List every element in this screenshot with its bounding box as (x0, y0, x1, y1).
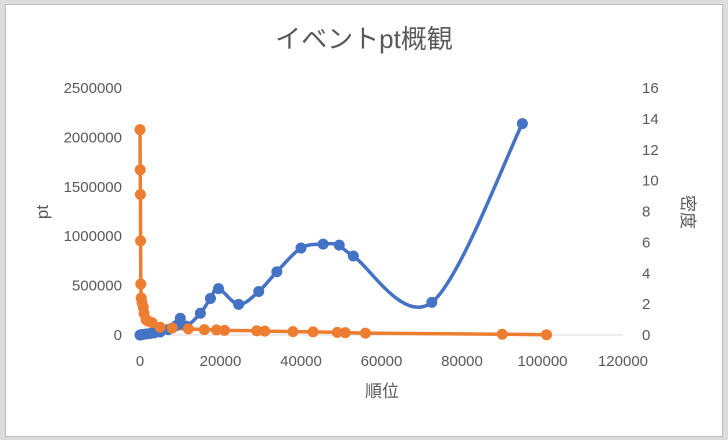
y-tick-label: 0 (114, 327, 122, 344)
series-2-point (182, 323, 194, 335)
y2-tick-label: 4 (642, 265, 650, 282)
series-2-point (134, 124, 146, 136)
x-tick-label: 0 (136, 353, 144, 370)
y-tick-label: 2500000 (64, 80, 122, 97)
series-2-point (134, 189, 146, 201)
series-2-point (331, 326, 343, 338)
series-1-point (333, 239, 345, 251)
y-tick-label: 1000000 (64, 228, 122, 245)
series-line-2 (138, 129, 547, 337)
y2-tick-label: 6 (642, 234, 650, 251)
series-2-point (287, 326, 299, 338)
series-2-point (210, 324, 222, 336)
series-1-point (253, 286, 265, 298)
y2-tick-label: 2 (642, 296, 650, 313)
y2-tick-label: 14 (642, 111, 659, 128)
series-2-point (339, 327, 351, 339)
series-1-point (271, 266, 283, 278)
series-1-point (194, 307, 206, 319)
series-1-point (426, 296, 438, 308)
x-tick-label: 100000 (517, 353, 567, 370)
series-1-point (174, 312, 186, 324)
series-1-point (347, 250, 359, 262)
series-2-point (166, 322, 178, 334)
series-2-point (496, 328, 508, 340)
series-2-point (134, 164, 146, 176)
y2-tick-label: 0 (642, 327, 650, 344)
series-1-point (295, 242, 307, 254)
series-2-point (251, 325, 263, 337)
y-axis-title: pt (33, 205, 52, 219)
series-2-point (135, 235, 147, 247)
series-1-point (317, 238, 329, 250)
series-1-point (212, 283, 224, 295)
x-tick-label: 40000 (280, 353, 322, 370)
series-2-point (198, 324, 210, 336)
chart-title: イベントpt概観 (275, 24, 453, 54)
series-2-point (219, 324, 231, 336)
series-2-point (135, 278, 147, 290)
x-tick-label: 120000 (598, 353, 648, 370)
y2-tick-label: 16 (642, 80, 659, 97)
chart-frame (5, 4, 723, 437)
series-2-point (307, 326, 319, 338)
series-1-point (516, 118, 528, 130)
series-1-point (204, 292, 216, 304)
series-2-point (359, 327, 371, 339)
series-2-point (541, 329, 553, 341)
series-2-point (154, 321, 166, 333)
x-axis-title: 順位 (365, 382, 399, 401)
series-2-point (259, 325, 271, 337)
series-2-point (146, 317, 158, 329)
y2-tick-label: 10 (642, 173, 659, 190)
x-tick-label: 20000 (200, 353, 242, 370)
y2-tick-label: 12 (642, 142, 659, 159)
x-tick-label: 60000 (361, 353, 403, 370)
y-tick-label: 1500000 (64, 179, 122, 196)
x-tick-label: 80000 (441, 353, 483, 370)
y2-tick-label: 8 (642, 204, 650, 221)
y-tick-label: 2000000 (64, 129, 122, 146)
y-tick-label: 500000 (72, 278, 122, 295)
series-1-point (233, 298, 245, 310)
y2-axis-title: 密度 (678, 195, 697, 229)
series-line-1 (139, 122, 524, 337)
